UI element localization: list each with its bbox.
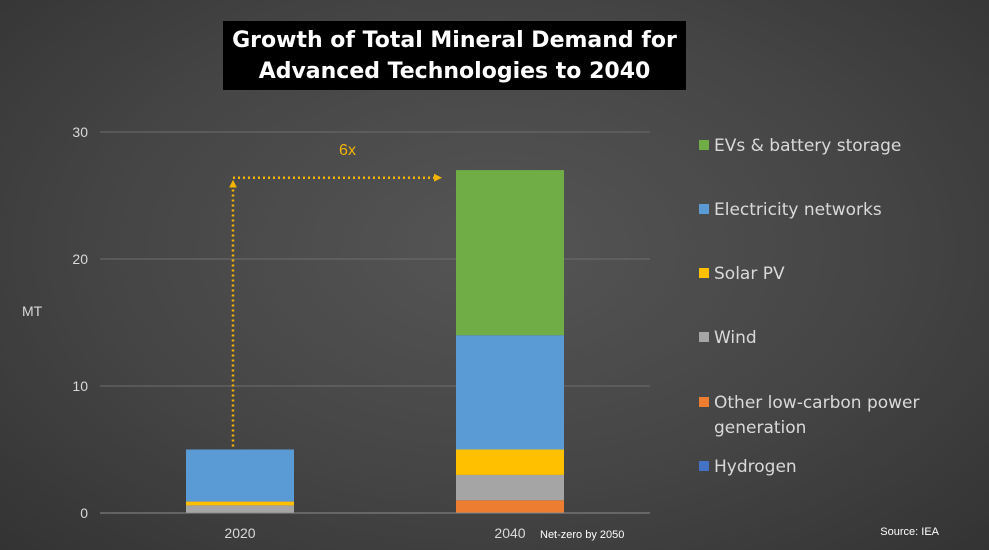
y-axis-label: MT — [22, 303, 43, 319]
chart-title-line-2: Advanced Technologies to 2040 — [258, 58, 651, 84]
y-tick-label: 30 — [72, 124, 88, 140]
bar-segment-solar-pv-2020 — [186, 501, 294, 506]
legend-label-solar-pv: Solar PV — [714, 264, 785, 284]
bar-segment-wind-2020 — [186, 505, 294, 513]
bar-segment-other-low-carbon-power-generation-2040 — [456, 500, 564, 513]
source-note: Source: IEA — [880, 526, 939, 538]
x-tick-label-2040: 2040 — [494, 525, 525, 541]
legend-swatch-solar-pv — [699, 268, 709, 278]
legend-label-other-low-carbon-power-generation: Other low-carbon power generation — [714, 393, 920, 438]
legend-label-electricity-networks: Electricity networks — [714, 200, 882, 220]
legend-swatch-evs-battery-storage — [699, 140, 709, 150]
x-tick-label-2020: 2020 — [224, 525, 255, 541]
legend-label-hydrogen: Hydrogen — [714, 457, 797, 477]
legend-swatch-electricity-networks — [699, 204, 709, 214]
grid-lines — [100, 131, 650, 387]
bars — [186, 170, 564, 513]
bar-segment-solar-pv-2040 — [456, 449, 564, 475]
legend-swatch-hydrogen — [699, 461, 709, 471]
bar-segment-evs-battery-storage-2040 — [456, 170, 564, 336]
chart-title: Growth of Total Mineral Demand for Advan… — [223, 21, 686, 90]
legend: EVs & battery storage Electricity network… — [699, 136, 920, 477]
bar-segment-wind-2040 — [456, 474, 564, 501]
axes: 0 10 20 30 2020 2040 Net-zero by 2050 — [72, 124, 650, 541]
y-tick-label: 0 — [80, 505, 88, 521]
growth-annotation: 6x — [229, 142, 442, 447]
growth-multiplier-label: 6x — [339, 142, 356, 159]
chart-title-line-1: Growth of Total Mineral Demand for — [232, 27, 677, 53]
category-note: Net-zero by 2050 — [540, 529, 624, 541]
y-tick-label: 10 — [72, 378, 88, 394]
legend-swatch-wind — [699, 332, 709, 342]
bar-segment-electricity-networks-2020 — [186, 449, 294, 502]
legend-label-wind: Wind — [714, 328, 757, 348]
legend-label-evs-battery-storage: EVs & battery storage — [714, 136, 901, 156]
y-tick-label: 20 — [72, 251, 88, 267]
legend-swatch-other-low-carbon-power-generation — [699, 397, 709, 407]
bar-segment-electricity-networks-2040 — [456, 335, 564, 450]
